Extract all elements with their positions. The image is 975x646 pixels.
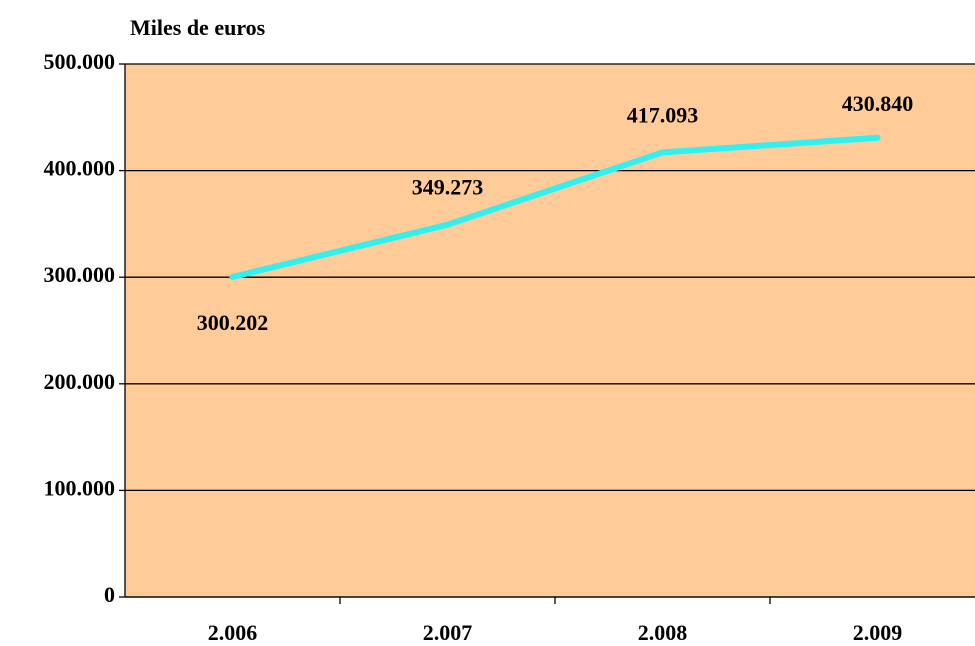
- plot-area: [125, 64, 975, 597]
- x-tick-label: 2.007: [423, 620, 473, 645]
- y-axis-label: Miles de euros: [130, 15, 266, 40]
- data-label: 417.093: [627, 102, 699, 127]
- y-tick-label: 300.000: [44, 262, 116, 287]
- data-line: [229, 134, 881, 280]
- x-tick-label: 2.009: [853, 620, 903, 645]
- y-tick-label: 100.000: [44, 475, 116, 500]
- y-tick-label: 200.000: [44, 369, 116, 394]
- data-label: 300.202: [197, 310, 269, 335]
- y-tick-label: 400.000: [44, 156, 116, 181]
- y-tick-label: 0: [104, 582, 115, 607]
- data-label: 349.273: [412, 175, 484, 200]
- x-tick-label: 2.006: [208, 620, 258, 645]
- x-tick-label: 2.008: [638, 620, 688, 645]
- y-tick-label: 500.000: [44, 49, 116, 74]
- data-label: 430.840: [842, 91, 914, 116]
